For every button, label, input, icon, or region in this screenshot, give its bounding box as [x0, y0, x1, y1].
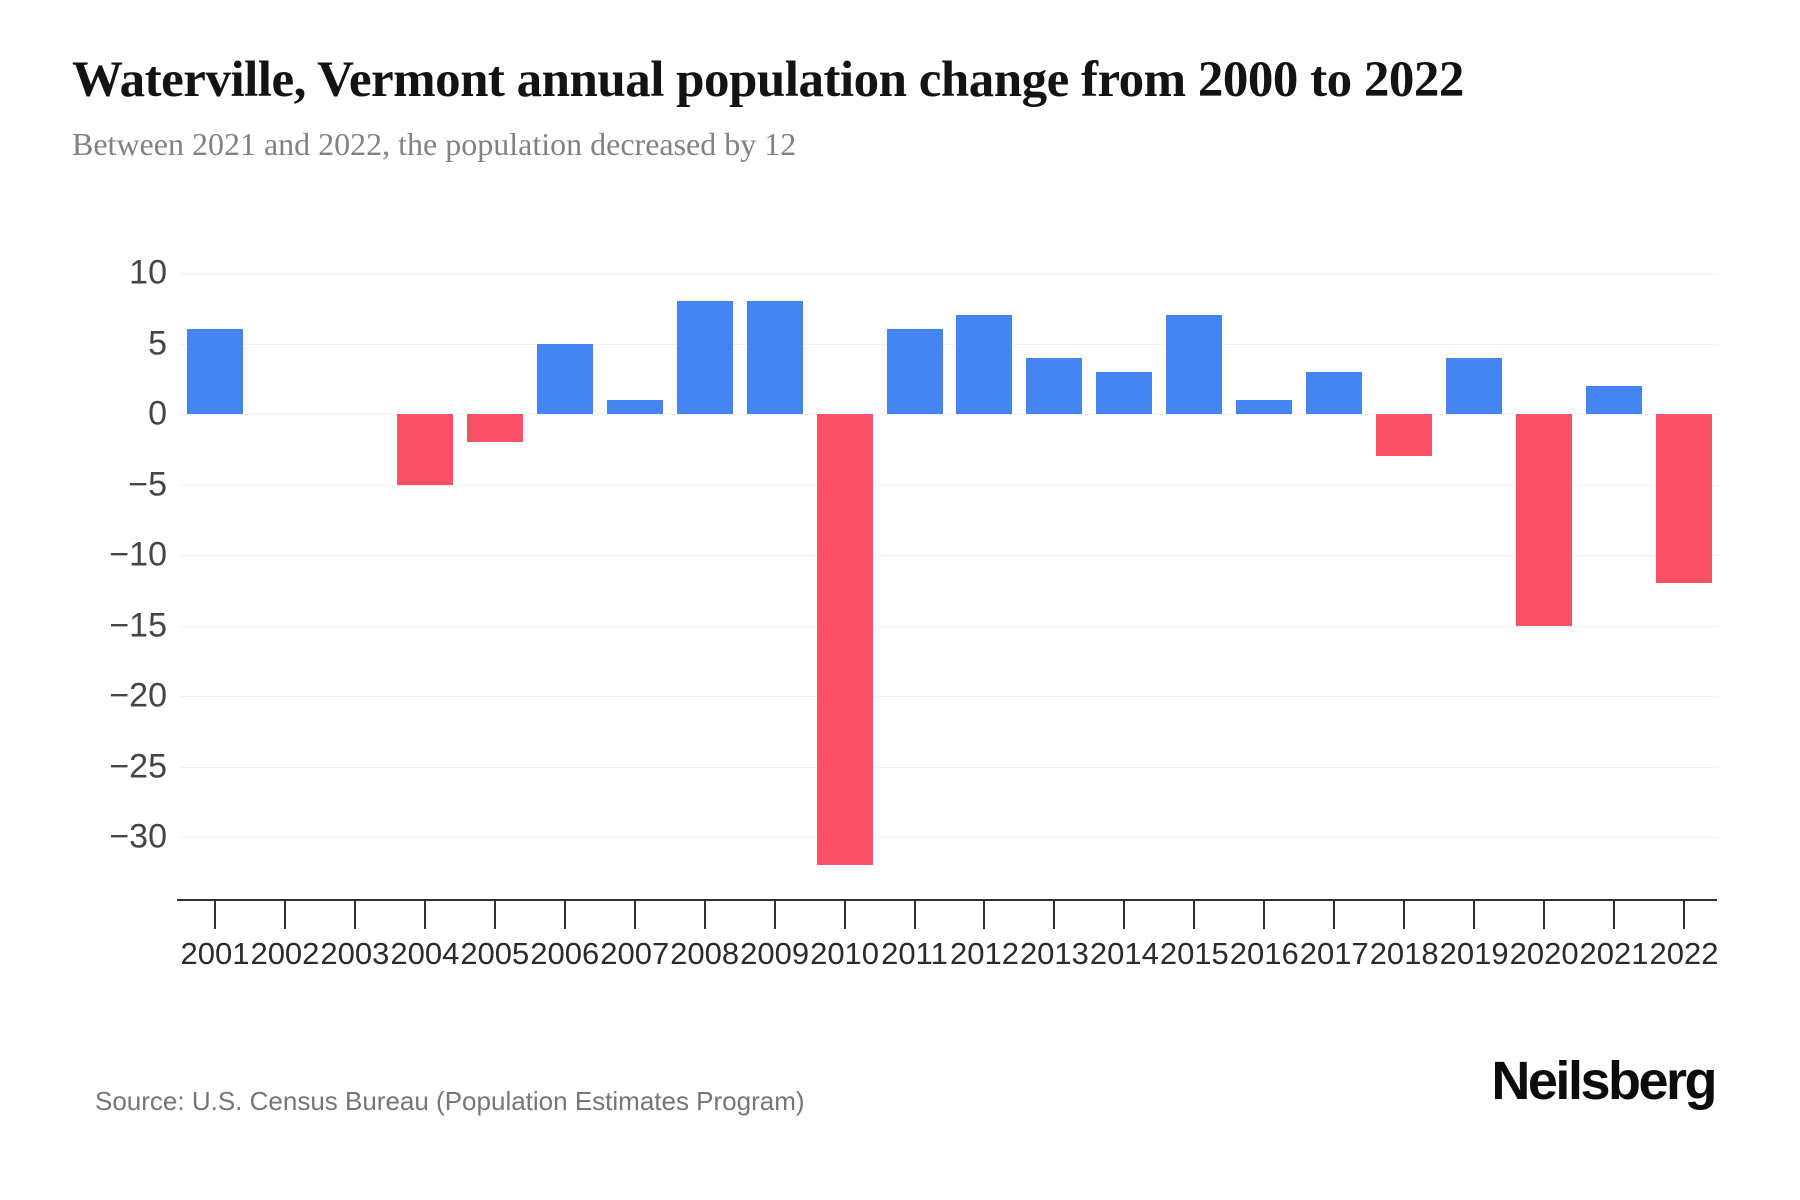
- gridline--5: [180, 484, 1719, 486]
- x-tick-2007: [633, 901, 636, 929]
- bar-2006[interactable]: [536, 343, 593, 414]
- x-tick-label-2002: 2002: [250, 936, 320, 971]
- x-tick-2001: [214, 901, 216, 929]
- source-note: Source: U.S. Census Bureau (Population E…: [95, 1086, 805, 1116]
- x-tick-label-2010: 2010: [810, 936, 880, 971]
- bar-2019[interactable]: [1446, 357, 1503, 414]
- bar-2004[interactable]: [396, 414, 453, 485]
- x-tick-2015: [1193, 901, 1196, 929]
- x-tick-label-2009: 2009: [740, 936, 810, 971]
- gridline--25: [180, 766, 1719, 768]
- y-tick-label--20: −20: [109, 676, 167, 715]
- gridline--10: [180, 555, 1719, 556]
- bar-2013[interactable]: [1026, 357, 1083, 414]
- x-tick-label-2018: 2018: [1369, 936, 1439, 971]
- x-tick-label-2013: 2013: [1019, 936, 1089, 971]
- x-tick-2011: [913, 901, 916, 929]
- bar-2016[interactable]: [1236, 399, 1293, 414]
- bar-2008[interactable]: [676, 301, 733, 414]
- x-tick-label-2003: 2003: [320, 936, 390, 971]
- chart-subtitle: Between 2021 and 2022, the population de…: [72, 126, 797, 162]
- x-tick-label-2006: 2006: [530, 936, 600, 971]
- chart-title: Waterville, Vermont annual population ch…: [72, 52, 1464, 108]
- x-tick-label-2019: 2019: [1439, 936, 1509, 971]
- bar-2014[interactable]: [1096, 371, 1153, 414]
- gridline--15: [180, 625, 1719, 627]
- y-tick-label-10: 10: [129, 253, 167, 292]
- x-tick-2019: [1473, 901, 1476, 929]
- bar-2017[interactable]: [1306, 371, 1363, 414]
- bar-2022[interactable]: [1655, 414, 1712, 584]
- x-tick-2016: [1263, 901, 1266, 929]
- x-tick-2018: [1403, 901, 1406, 929]
- plot-area: [180, 240, 1719, 901]
- x-tick-2022: [1682, 901, 1685, 929]
- y-tick-label--10: −10: [109, 535, 167, 574]
- x-tick-label-2017: 2017: [1299, 936, 1369, 971]
- x-tick-2008: [703, 901, 706, 929]
- x-tick-2021: [1613, 901, 1616, 929]
- bar-2011[interactable]: [886, 329, 943, 414]
- x-tick-2014: [1123, 901, 1126, 929]
- x-tick-label-2004: 2004: [390, 936, 460, 971]
- x-tick-2020: [1543, 901, 1546, 929]
- x-tick-2003: [353, 901, 356, 929]
- y-tick-label-5: 5: [148, 324, 167, 362]
- x-tick-label-2011: 2011: [881, 936, 948, 971]
- bar-2018[interactable]: [1376, 414, 1433, 457]
- bar-2012[interactable]: [956, 315, 1013, 414]
- bar-2021[interactable]: [1586, 385, 1643, 414]
- x-tick-label-2022: 2022: [1649, 936, 1719, 971]
- x-tick-label-2021: 2021: [1579, 936, 1649, 971]
- x-tick-label-2012: 2012: [949, 936, 1019, 971]
- x-tick-2002: [283, 901, 286, 929]
- x-tick-2004: [423, 901, 426, 929]
- brand-logo: Neilsberg: [1491, 1051, 1717, 1111]
- x-tick-label-2007: 2007: [600, 936, 670, 971]
- x-tick-2012: [983, 901, 986, 929]
- gridline-5: [180, 343, 1719, 345]
- x-axis-line: [177, 899, 1717, 901]
- bar-2010[interactable]: [816, 414, 873, 866]
- x-tick-label-2015: 2015: [1159, 936, 1229, 971]
- x-tick-label-2020: 2020: [1509, 936, 1579, 971]
- y-tick-label--25: −25: [109, 747, 167, 785]
- bar-2015[interactable]: [1166, 315, 1223, 414]
- y-tick-label--30: −30: [109, 817, 167, 856]
- x-tick-label-2001: 2001: [180, 936, 250, 971]
- x-tick-label-2005: 2005: [460, 936, 530, 971]
- x-tick-label-2014: 2014: [1089, 936, 1159, 971]
- x-tick-2013: [1053, 901, 1056, 929]
- x-tick-2005: [493, 901, 496, 929]
- x-tick-label-2016: 2016: [1229, 936, 1299, 971]
- gridline--20: [180, 696, 1719, 697]
- x-tick-2009: [773, 901, 776, 929]
- gridline-0: [180, 414, 1719, 415]
- y-tick-label--15: −15: [109, 606, 167, 644]
- x-tick-2006: [563, 901, 566, 929]
- x-tick-label-2008: 2008: [670, 936, 740, 971]
- y-tick-label--5: −5: [128, 465, 167, 503]
- bar-2007[interactable]: [606, 399, 663, 414]
- y-tick-label-0: 0: [148, 394, 167, 433]
- bar-2005[interactable]: [466, 414, 523, 443]
- bar-2020[interactable]: [1516, 414, 1573, 626]
- bar-2009[interactable]: [746, 301, 803, 414]
- gridline-10: [180, 273, 1719, 274]
- gridline--30: [180, 837, 1719, 838]
- x-tick-2017: [1333, 901, 1336, 929]
- bar-2001[interactable]: [187, 329, 243, 414]
- x-tick-2010: [843, 901, 846, 929]
